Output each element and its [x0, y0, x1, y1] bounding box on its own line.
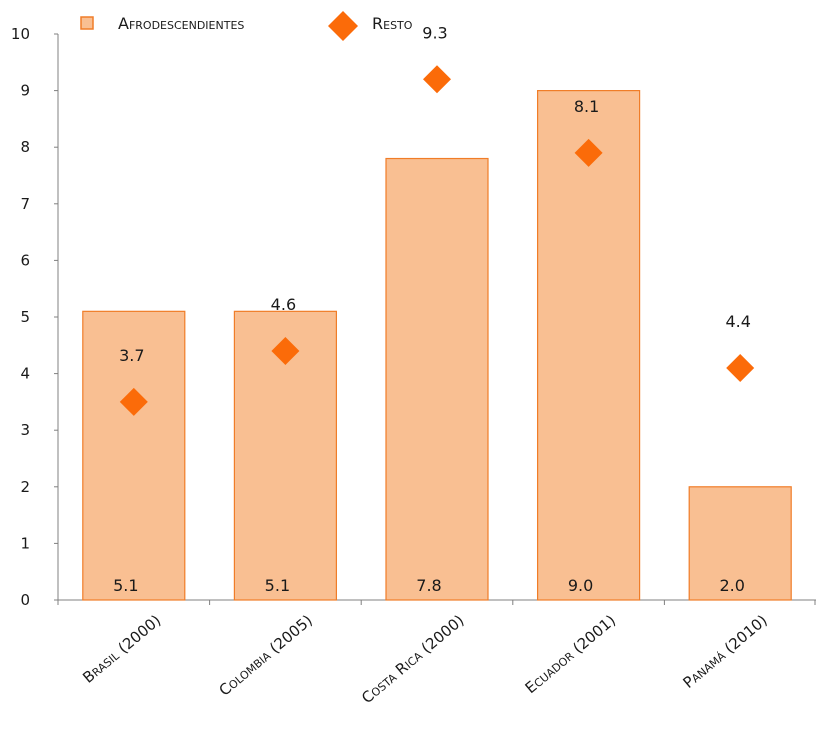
marker-value-label: 4.4 [725, 312, 750, 331]
y-tick-label: 7 [20, 195, 30, 213]
x-axis: Brasil (2000) Colombia (2005) Costa Rica (… [57, 599, 816, 707]
marker-resto [574, 138, 603, 167]
bar-value-label: 2.0 [719, 576, 744, 595]
y-axis: 0 1 2 3 4 5 6 7 8 9 10 [11, 25, 59, 609]
category-label: Colombia (2005) [216, 611, 316, 699]
legend-diamond-resto [328, 11, 358, 41]
category-label: Brasil (2000) [79, 611, 164, 687]
legend-label-afrodescendientes: Afrodescendientes [118, 14, 244, 33]
y-tick-label: 4 [20, 365, 30, 383]
bar-afrodescendientes [688, 486, 792, 601]
marker-resto [726, 353, 755, 382]
y-tick-label: 6 [20, 251, 30, 269]
marker-value-label: 8.1 [574, 97, 599, 116]
category-label: Panamá (2010) [680, 611, 771, 692]
y-tick-label: 10 [11, 25, 30, 43]
y-tick-label: 9 [20, 82, 30, 100]
bar-afrodescendientes [82, 310, 186, 601]
marker-value-label: 3.7 [119, 346, 144, 365]
y-tick-label: 5 [20, 308, 30, 326]
data-labels: 5.1 3.7 5.1 4.6 7.8 9.3 9.0 8.1 2.0 4.4 [113, 23, 751, 595]
y-tick-label: 8 [20, 138, 30, 156]
markers [119, 65, 755, 416]
bar-value-label: 5.1 [265, 576, 290, 595]
y-tick-label: 0 [20, 591, 30, 609]
bar-value-label: 9.0 [568, 576, 593, 595]
y-tick-label: 3 [20, 421, 30, 439]
bar-afrodescendientes [536, 89, 641, 601]
y-tick-label: 1 [20, 534, 30, 552]
bar-afrodescendientes [385, 157, 489, 601]
legend: Afrodescendientes Resto [80, 11, 413, 41]
marker-value-label: 4.6 [271, 295, 296, 314]
marker-value-label: 9.3 [422, 23, 447, 42]
marker-resto [119, 387, 148, 416]
category-label: Ecuador (2001) [522, 611, 619, 697]
bar-value-label: 5.1 [113, 576, 138, 595]
bar-value-label: 7.8 [416, 576, 441, 595]
legend-swatch-afrodescendientes [80, 16, 94, 30]
bars [82, 89, 792, 601]
marker-resto [271, 336, 300, 365]
marker-resto [423, 65, 451, 94]
y-tick-label: 2 [20, 478, 30, 496]
legend-label-resto: Resto [372, 14, 413, 33]
category-label: Costa Rica (2000) [358, 611, 467, 707]
